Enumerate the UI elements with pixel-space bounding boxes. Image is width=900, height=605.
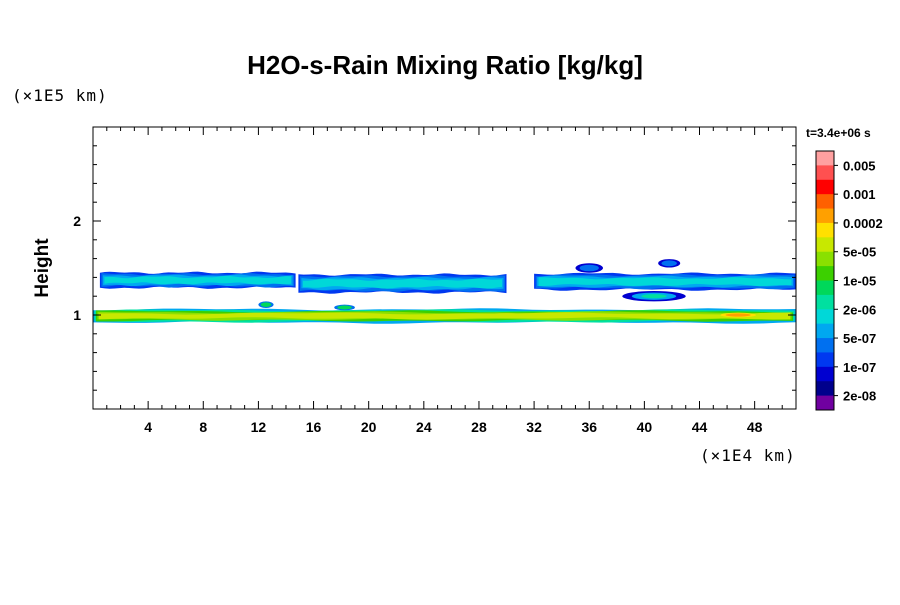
contour-patch-5-1 — [725, 313, 751, 317]
colorbar-swatch-1 — [816, 165, 834, 181]
x-tick-label: 20 — [361, 419, 377, 435]
colorbar-label-1: 0.001 — [843, 187, 876, 202]
colorbar-swatch-14 — [816, 352, 834, 368]
colorbar-swatch-15 — [816, 366, 834, 382]
x-axis-unit: (×1E4 km) — [700, 446, 796, 465]
time-label: t=3.4e+06 s — [806, 126, 871, 140]
colorbar-swatch-10 — [816, 294, 834, 310]
y-axis-label: Height — [32, 238, 53, 298]
colorbar-label-4: 1e-05 — [843, 274, 876, 289]
colorbar-swatch-5 — [816, 222, 834, 238]
contour-patch-7-0 — [265, 313, 282, 318]
x-tick-label: 32 — [526, 419, 542, 435]
colorbar-label-5: 2e-06 — [843, 302, 876, 317]
colorbar: 0.005 0.001 0.0002 5e-05 1e-05 2e-06 5e-07 1e-0… — [815, 150, 883, 411]
colorbar-swatch-12 — [816, 323, 834, 339]
y-axis-unit: (×1E5 km) — [12, 86, 108, 105]
x-tick-label: 8 — [199, 419, 207, 435]
x-tick-label: 40 — [637, 419, 653, 435]
contour-field — [93, 259, 796, 324]
x-tick-label: 28 — [471, 419, 487, 435]
contour-band-0-1-3 — [302, 278, 502, 289]
x-tick-label: 12 — [251, 419, 267, 435]
y-tick-label: 2 — [73, 213, 81, 229]
colorbar-swatch-11 — [816, 309, 834, 325]
chart-title: H2O-s-Rain Mixing Ratio [kg/kg] — [247, 50, 643, 80]
x-tick-label: 24 — [416, 419, 432, 435]
colorbar-swatch-3 — [816, 194, 834, 210]
colorbar-label-2: 0.0002 — [843, 216, 883, 231]
contour-patch-4-1 — [337, 305, 352, 310]
x-tick-label: 16 — [306, 419, 322, 435]
contour-band-0-2-3 — [538, 277, 792, 287]
colorbar-swatch-6 — [816, 237, 834, 253]
colorbar-label-7: 1e-07 — [843, 360, 876, 375]
contour-patch-1-1 — [579, 264, 599, 272]
contour-patch-0-2 — [641, 294, 667, 299]
colorbar-swatch-0 — [816, 151, 834, 166]
colorbar-swatch-17 — [816, 395, 834, 411]
colorbar-swatch-13 — [816, 338, 834, 353]
colorbar-label-0: 0.005 — [843, 158, 876, 173]
colorbar-swatch-4 — [816, 208, 834, 224]
plot-frame — [92, 126, 797, 410]
contour-patch-3-1 — [260, 302, 272, 307]
colorbar-swatch-2 — [816, 179, 834, 195]
colorbar-label-8: 2e-08 — [843, 389, 876, 404]
x-tick-label: 44 — [692, 419, 708, 435]
colorbar-label-6: 5e-07 — [843, 331, 876, 346]
colorbar-swatch-7 — [816, 251, 834, 267]
contour-patch-2-1 — [661, 260, 677, 267]
colorbar-label-3: 5e-05 — [843, 245, 876, 260]
x-tick-label: 48 — [747, 419, 763, 435]
colorbar-swatch-8 — [816, 266, 834, 281]
x-tick-label: 36 — [581, 419, 597, 435]
colorbar-swatch-16 — [816, 381, 834, 397]
x-tick-label: 4 — [144, 419, 152, 435]
colorbar-swatch-9 — [816, 280, 834, 296]
contour-band-0-0-3 — [104, 275, 292, 285]
y-tick-label: 1 — [73, 307, 81, 323]
contour-patch-6-0 — [492, 313, 521, 317]
